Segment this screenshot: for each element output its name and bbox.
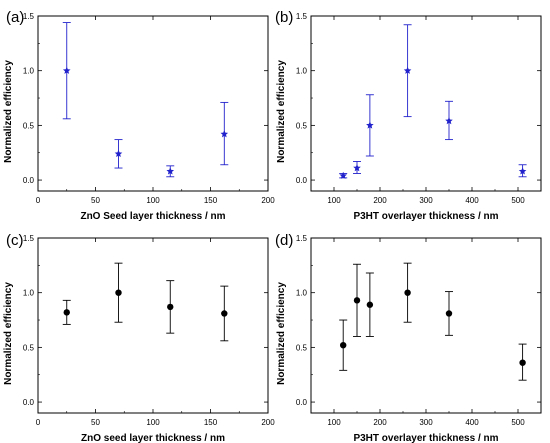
y-tick-label: 0.5 [296, 121, 308, 130]
x-tick-label: 150 [204, 418, 218, 427]
data-point-star [518, 167, 527, 175]
y-tick-label: 1.5 [296, 12, 308, 21]
data-point-circle [519, 359, 526, 366]
data-point-star [339, 171, 347, 179]
y-axis-label: Normalized efficiency [276, 60, 287, 163]
x-axis-label: P3HT overlayer thickness / nm [353, 433, 498, 443]
y-tick-label: 0.0 [23, 398, 35, 407]
data-point-star [114, 149, 123, 158]
plot-frame [37, 237, 269, 414]
x-tick-label: 50 [91, 418, 100, 427]
data-point-circle [221, 310, 228, 317]
y-axis-label: Normalized efficiency [3, 282, 14, 385]
x-tick-label: 50 [91, 196, 100, 205]
y-tick-label: 1.5 [23, 234, 35, 243]
x-tick-label: 150 [204, 196, 218, 205]
y-tick-label: 1.0 [296, 289, 308, 298]
x-tick-label: 200 [261, 196, 275, 205]
y-tick-label: 1.0 [296, 67, 308, 76]
data-point-circle [445, 310, 453, 317]
x-tick-label: 500 [511, 418, 525, 427]
data-point-circle [63, 309, 70, 316]
x-tick-label: 200 [373, 418, 387, 427]
x-tick-label: 200 [373, 196, 387, 205]
x-axis-label: ZnO seed layer thickness / nm [81, 433, 225, 443]
x-tick-label: 100 [327, 196, 341, 205]
x-tick-label: 200 [261, 418, 275, 427]
data-point-star [166, 167, 175, 175]
x-axis-label: P3HT overlayer thickness / nm [353, 211, 498, 222]
data-point-circle [115, 289, 122, 296]
panel-b: (b) 100 200 300 400 500 0.0 0.5 1.0 1.5 P3HT overl… [275, 9, 542, 222]
data-point-circle [167, 303, 174, 311]
y-tick-label: 1.5 [296, 234, 308, 243]
x-tick-label: 100 [327, 418, 341, 427]
x-tick-label: 100 [146, 196, 160, 205]
y-tick-label: 1.0 [23, 67, 35, 76]
y-axis-label: Normalized efficiency [3, 60, 14, 163]
plot-frame [37, 15, 269, 192]
panel-label: (c) [6, 232, 24, 249]
plot-frame [310, 15, 542, 192]
data-point-star [220, 130, 229, 138]
y-tick-label: 0.0 [23, 176, 35, 185]
panel-label: (b) [275, 9, 293, 26]
x-tick-label: 0 [36, 418, 41, 427]
y-tick-label: 1.0 [23, 289, 35, 298]
data-point-circle [366, 301, 374, 308]
x-tick-label: 300 [419, 196, 433, 205]
data-point-star [353, 164, 361, 172]
y-tick-label: 1.5 [23, 12, 35, 21]
plot-frame [310, 237, 542, 414]
panel-a: (a) 0 50 100 150 200 0.0 0.5 1.0 1.5 ZnO Seed laye… [3, 9, 275, 222]
x-tick-label: 0 [36, 196, 41, 205]
y-tick-label: 0.5 [23, 121, 35, 130]
data-point-circle [404, 289, 411, 296]
y-tick-label: 0.0 [296, 176, 308, 185]
x-tick-label: 500 [511, 196, 525, 205]
data-point-star [445, 117, 453, 125]
y-tick-label: 0.5 [23, 343, 35, 352]
data-point-star [366, 121, 374, 129]
x-axis-label: ZnO Seed layer thickness / nm [80, 211, 225, 222]
data-point-circle [353, 297, 361, 304]
panel-label: (d) [275, 232, 293, 249]
x-tick-label: 400 [465, 418, 479, 427]
data-point-star [403, 66, 412, 74]
x-tick-label: 100 [146, 418, 160, 427]
x-tick-label: 300 [419, 418, 433, 427]
y-axis-label: Normalized efficiency [276, 282, 287, 385]
x-tick-label: 400 [465, 196, 479, 205]
y-tick-label: 0.0 [296, 398, 308, 407]
panel-label: (a) [6, 9, 24, 26]
data-point-star [62, 66, 71, 74]
data-point-circle [340, 341, 347, 349]
y-tick-label: 0.5 [296, 343, 308, 352]
panel-d: (d) 100 200 300 400 500 0.0 0.5 1.0 1.5 P3HT overl… [275, 232, 542, 443]
panel-c: (c) 0 50 100 150 200 0.0 0.5 1.0 1.5 ZnO seed laye… [3, 232, 275, 443]
